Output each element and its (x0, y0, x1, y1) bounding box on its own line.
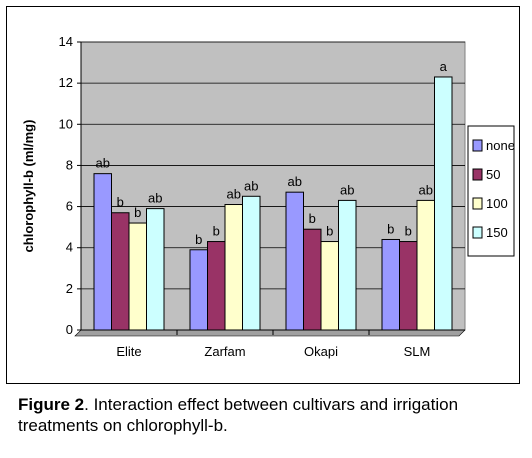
bar-data-label: b (405, 224, 412, 239)
bar (416, 199, 435, 331)
bar-data-label: b (213, 224, 220, 239)
bar (399, 241, 418, 331)
bar-data-label: ab (148, 191, 162, 206)
legend-label: 50 (486, 167, 500, 182)
bar-data-label: ab (244, 178, 258, 193)
x-category-label: Okapi (304, 344, 338, 359)
legend-swatch (472, 197, 483, 210)
y-tick-label: 0 (66, 322, 73, 337)
bar-data-label: b (195, 232, 202, 247)
bar (207, 241, 226, 331)
bar-data-label: ab (419, 182, 433, 197)
bar (381, 238, 400, 331)
bar (128, 222, 147, 331)
legend-label: none (486, 138, 515, 153)
bar-data-label: b (134, 205, 141, 220)
bar-data-label: b (309, 211, 316, 226)
bar (338, 199, 357, 331)
y-tick-label: 10 (59, 116, 73, 131)
bar (224, 204, 243, 331)
bar-data-label: ab (227, 187, 241, 202)
legend-label: 100 (486, 196, 508, 211)
figure-label: Figure 2 (18, 395, 85, 414)
bar-data-label: ab (340, 182, 354, 197)
y-tick-label: 8 (66, 157, 73, 172)
figure-caption-text: . Interaction effect between cultivars a… (18, 395, 459, 435)
bar (434, 76, 453, 331)
chart: 02468101214abbbabElitebbababZarfamabbbab… (21, 34, 515, 359)
bar (111, 212, 130, 331)
plot-floor (74, 329, 466, 337)
y-tick-label: 6 (66, 199, 73, 214)
bar-data-label: ab (288, 174, 302, 189)
y-tick-label: 2 (66, 281, 73, 296)
y-tick-label: 12 (59, 75, 73, 90)
bar (189, 249, 208, 331)
bar-data-label: b (387, 221, 394, 236)
figure-caption: Figure 2. Interaction effect between cul… (18, 394, 518, 436)
bar-data-label: a (440, 59, 448, 74)
y-tick-label: 4 (66, 240, 73, 255)
x-category-label: Zarfam (204, 344, 245, 359)
legend-label: 150 (486, 225, 508, 240)
bar-data-label: ab (96, 156, 110, 171)
bar (146, 208, 165, 331)
x-category-label: SLM (404, 344, 431, 359)
legend-swatch (472, 168, 483, 181)
bar (242, 195, 261, 331)
bar (93, 173, 112, 331)
bar (285, 191, 304, 331)
bar-data-label: b (117, 195, 124, 210)
bar-data-label: b (326, 224, 333, 239)
y-tick-label: 14 (59, 34, 73, 49)
legend-swatch (472, 226, 483, 239)
y-axis-label: chlorophyll-b (ml/mg) (21, 120, 36, 253)
legend-swatch (472, 139, 483, 152)
bar (303, 228, 322, 331)
bar (320, 241, 339, 331)
x-category-label: Elite (116, 344, 141, 359)
